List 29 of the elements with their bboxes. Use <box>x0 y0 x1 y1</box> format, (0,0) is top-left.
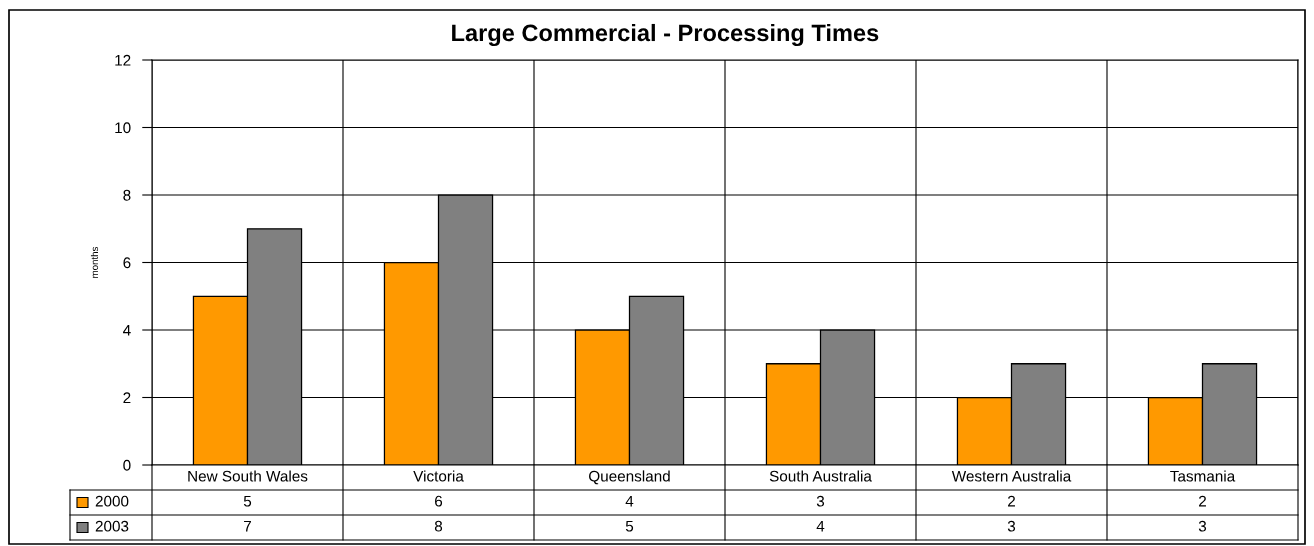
chart-title: Large Commercial - Processing Times <box>452 23 879 47</box>
data-label: 3 <box>816 495 825 507</box>
data-label: 7 <box>244 520 251 532</box>
data-label: 3 <box>1198 520 1207 532</box>
x-tick-label: South Australia <box>769 470 872 482</box>
x-tick-label: Queensland <box>589 470 670 485</box>
data-label: 8 <box>434 520 443 532</box>
data-label: 5 <box>243 495 252 507</box>
x-tick-label: Tasmania <box>1170 470 1236 482</box>
y-tick-label: 0 <box>123 459 131 471</box>
legend-label: 2003 <box>95 520 129 532</box>
data-label: 4 <box>816 520 825 532</box>
x-tick-label: New South Wales <box>188 470 308 482</box>
y-tick-label: 8 <box>123 189 131 201</box>
x-tick-label: Western Australia <box>951 470 1072 482</box>
data-label: 2 <box>1008 495 1015 507</box>
data-label: 6 <box>435 495 443 507</box>
y-tick-label: 6 <box>123 257 131 269</box>
data-label: 3 <box>1007 520 1016 532</box>
data-label: 4 <box>625 495 634 507</box>
data-label: 2 <box>1199 495 1206 507</box>
x-tick-label: Victoria <box>413 470 464 482</box>
y-axis-title: months <box>90 246 99 278</box>
legend-label: 2000 <box>95 495 129 507</box>
y-tick-label: 2 <box>123 392 131 404</box>
y-tick-label: 12 <box>115 54 131 66</box>
data-label: 5 <box>625 520 634 532</box>
y-tick-label: 10 <box>115 122 131 134</box>
y-tick-label: 4 <box>123 325 131 336</box>
